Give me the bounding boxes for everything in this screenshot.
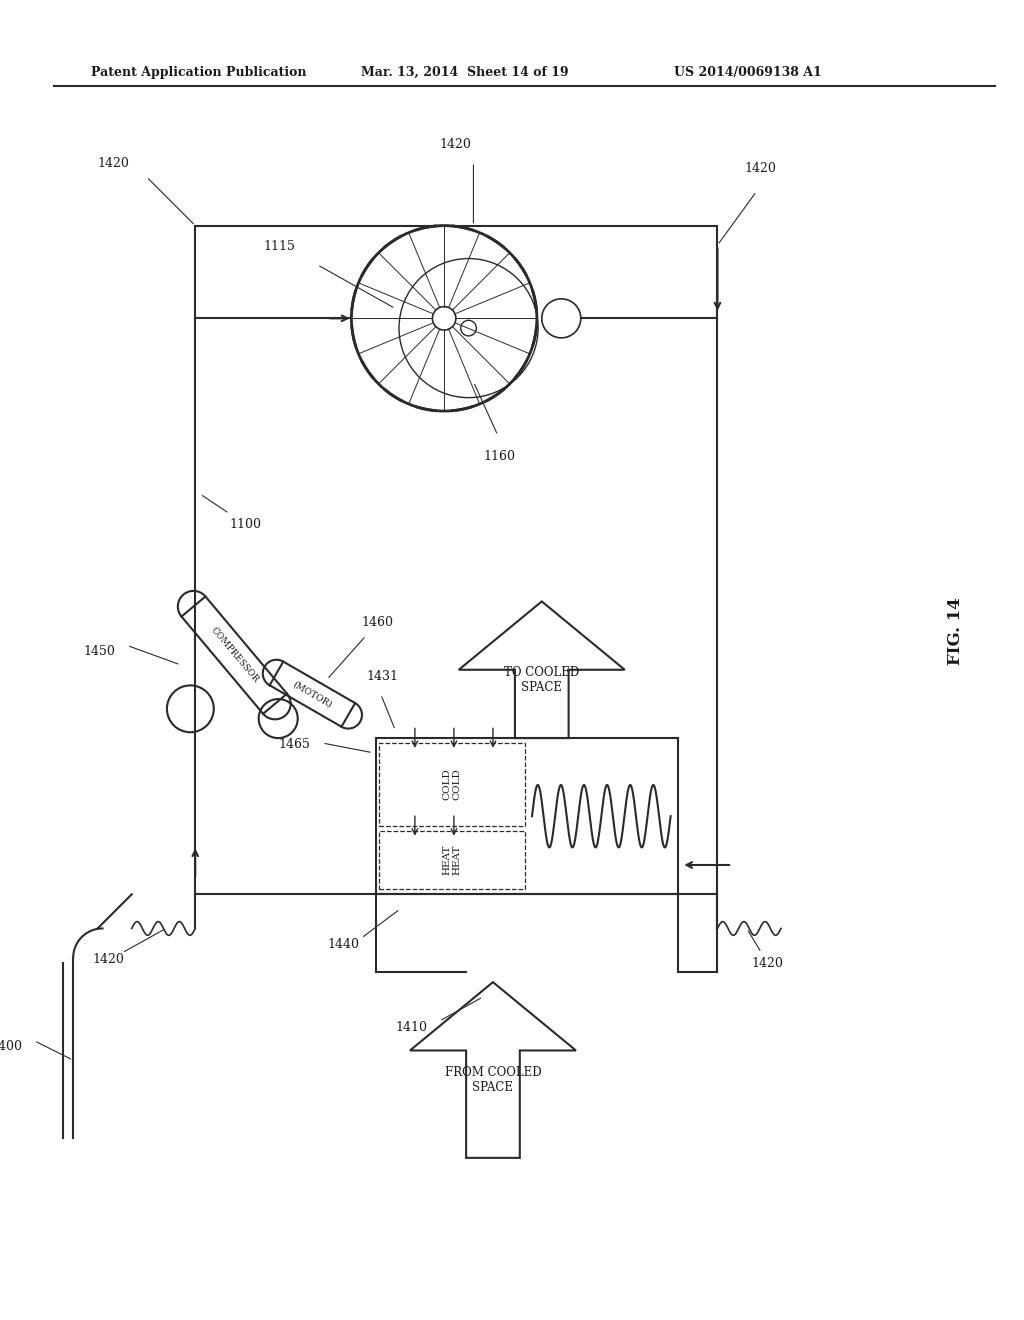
Text: 1450: 1450 — [83, 645, 115, 659]
Text: FIG. 14: FIG. 14 — [947, 597, 964, 664]
Text: 1420: 1420 — [752, 957, 783, 970]
Text: 1465: 1465 — [279, 738, 310, 751]
Text: 1400: 1400 — [0, 1040, 23, 1053]
Text: TO COOLED
SPACE: TO COOLED SPACE — [504, 665, 580, 693]
Text: HEAT
HEAT: HEAT HEAT — [442, 845, 462, 875]
Bar — [376, 738, 679, 894]
Bar — [379, 830, 525, 890]
Text: 1460: 1460 — [361, 616, 393, 628]
Text: COLD
COLD: COLD COLD — [442, 768, 462, 800]
Text: US 2014/0069138 A1: US 2014/0069138 A1 — [674, 66, 821, 79]
Text: 1420: 1420 — [744, 162, 776, 176]
Text: 1115: 1115 — [263, 240, 296, 253]
Text: 1420: 1420 — [439, 137, 471, 150]
Text: 1100: 1100 — [229, 519, 261, 531]
Text: 1160: 1160 — [483, 450, 515, 463]
Text: 1431: 1431 — [366, 669, 398, 682]
Bar — [379, 743, 525, 826]
Text: 1420: 1420 — [97, 157, 129, 170]
Text: 1410: 1410 — [395, 1020, 427, 1034]
Text: Mar. 13, 2014  Sheet 14 of 19: Mar. 13, 2014 Sheet 14 of 19 — [361, 66, 568, 79]
Text: FROM COOLED
SPACE: FROM COOLED SPACE — [444, 1065, 542, 1094]
Text: 1440: 1440 — [327, 939, 359, 950]
Text: COMPRESSOR: COMPRESSOR — [209, 626, 260, 685]
Text: Patent Application Publication: Patent Application Publication — [91, 66, 306, 79]
Text: 1420: 1420 — [93, 953, 125, 966]
Text: (MOTOR): (MOTOR) — [291, 680, 334, 709]
